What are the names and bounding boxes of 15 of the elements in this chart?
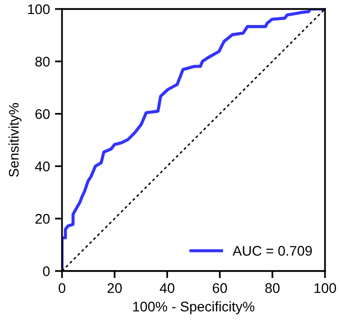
x-tick-label: 0 [58, 283, 66, 294]
x-tick-label: 40 [160, 283, 174, 294]
x-axis-title: 100% - Specificity% [133, 301, 254, 314]
y-tick-label: 100 [28, 4, 50, 14]
y-tick-label: 20 [35, 214, 50, 224]
y-axis-title: Sensitivity% [8, 103, 22, 177]
x-tick-label: 60 [212, 283, 227, 294]
x-tick-label: 80 [265, 283, 280, 294]
y-tick-label: 80 [35, 56, 50, 67]
y-tick-label: 60 [35, 109, 50, 119]
x-tick-label: 20 [108, 283, 122, 294]
legend-label: AUC = 0.709 [232, 246, 312, 256]
x-tick-label: 100 [314, 283, 336, 294]
y-tick-label: 40 [35, 162, 50, 172]
y-tick-label: 0 [43, 266, 50, 276]
